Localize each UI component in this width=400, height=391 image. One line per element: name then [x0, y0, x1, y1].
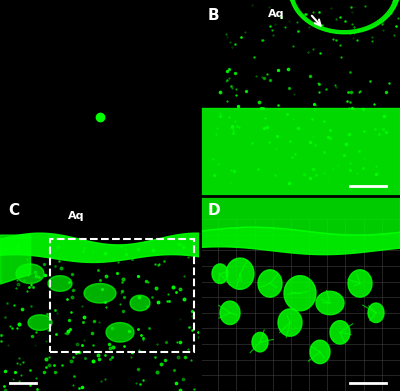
Text: A: A: [6, 8, 18, 23]
Text: CSF-contacting nucleus: CSF-contacting nucleus: [71, 137, 129, 142]
Polygon shape: [220, 301, 240, 325]
Polygon shape: [348, 270, 372, 297]
Bar: [97, 20, 103, 27]
Bar: [50, 239, 194, 352]
Polygon shape: [284, 276, 316, 311]
Text: D: D: [208, 203, 221, 218]
Bar: [92, 27, 108, 39]
Polygon shape: [130, 295, 150, 311]
Text: C: C: [8, 203, 19, 218]
Polygon shape: [48, 276, 72, 291]
Polygon shape: [330, 321, 350, 344]
Polygon shape: [252, 332, 268, 352]
Polygon shape: [310, 340, 330, 364]
Polygon shape: [368, 303, 384, 323]
Polygon shape: [226, 258, 254, 289]
Text: CSF-contacting nucleus: CSF-contacting nucleus: [71, 137, 129, 142]
Polygon shape: [258, 270, 282, 297]
Polygon shape: [278, 309, 302, 336]
Polygon shape: [294, 0, 394, 29]
Text: Aq: Aq: [268, 9, 284, 19]
Polygon shape: [16, 264, 44, 283]
Polygon shape: [212, 264, 228, 283]
Text: B: B: [208, 8, 220, 23]
Polygon shape: [84, 283, 116, 303]
Polygon shape: [92, 88, 108, 113]
Text: Aq: Aq: [68, 211, 84, 221]
Polygon shape: [106, 323, 134, 342]
Polygon shape: [28, 315, 52, 330]
Polygon shape: [316, 291, 344, 315]
